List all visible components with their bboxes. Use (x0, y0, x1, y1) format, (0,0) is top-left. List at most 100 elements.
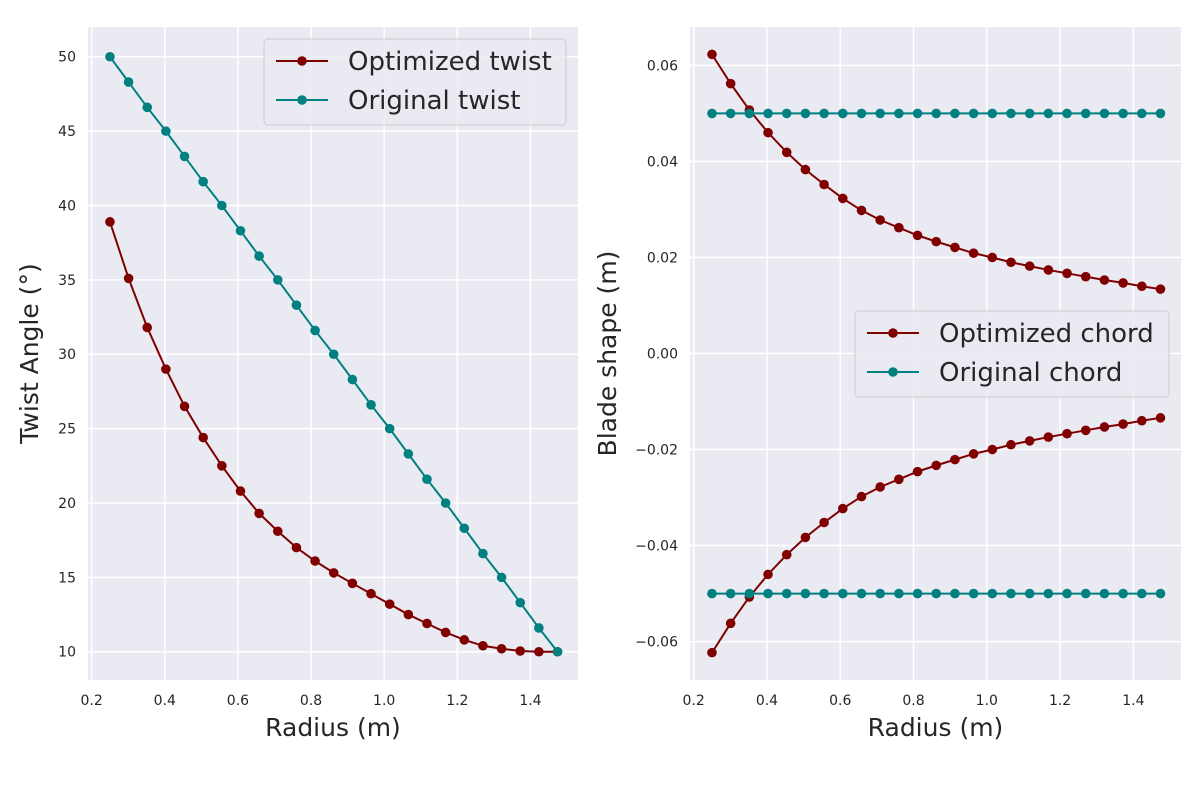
data-point (515, 597, 526, 608)
data-point (534, 623, 544, 633)
data-point (1006, 257, 1016, 268)
data-point (496, 572, 507, 583)
data-point (875, 482, 885, 492)
data-point (179, 151, 190, 162)
data-point (1136, 415, 1147, 426)
data-point (478, 548, 488, 559)
data-point (384, 599, 395, 609)
data-point (1080, 108, 1091, 119)
data-point (1099, 588, 1110, 599)
data-point (123, 273, 134, 284)
data-point (105, 51, 115, 62)
data-point (968, 588, 979, 599)
data-point (161, 126, 171, 136)
data-point (819, 179, 829, 190)
y-tick-label: 20 (58, 496, 76, 512)
legend-swatch-marker (888, 328, 898, 338)
data-point (856, 588, 867, 599)
data-point (1062, 108, 1072, 119)
x-tick-label: 1.2 (1049, 693, 1071, 709)
data-point (142, 322, 153, 333)
data-point (1080, 588, 1091, 599)
data-point (950, 242, 960, 253)
data-point (968, 449, 979, 459)
data-point (1099, 108, 1110, 119)
x-tick-label: 1.0 (373, 693, 395, 709)
legend-swatch-marker (297, 95, 307, 105)
legend-box (854, 310, 1170, 398)
y-tick-label: 50 (58, 50, 76, 66)
legend-swatch-marker (297, 56, 307, 66)
data-point (931, 108, 942, 119)
data-point (894, 222, 904, 233)
y-tick-label: 15 (58, 570, 76, 586)
y-tick-label: −0.02 (635, 443, 678, 459)
data-point (950, 454, 960, 465)
data-point (707, 108, 717, 119)
data-point (1043, 265, 1054, 275)
data-point (198, 432, 208, 443)
data-point (459, 635, 470, 645)
x-tick-label: 0.4 (756, 693, 778, 709)
data-point (819, 588, 829, 599)
data-point (1024, 108, 1035, 119)
legend-swatch-marker (888, 367, 898, 377)
data-point (875, 588, 885, 599)
x-axis-label: Radius (m) (868, 713, 1004, 742)
data-point (123, 77, 134, 87)
data-point (1006, 588, 1016, 599)
data-point (763, 569, 773, 580)
data-point (781, 549, 792, 560)
data-point (384, 423, 395, 434)
data-point (1155, 108, 1166, 119)
data-point (291, 300, 302, 310)
y-tick-label: −0.06 (635, 635, 678, 651)
data-point (1118, 419, 1128, 429)
data-point (837, 588, 848, 599)
data-point (1155, 588, 1166, 599)
y-tick-label: 25 (58, 422, 76, 438)
data-point (328, 568, 339, 578)
x-tick-label: 0.4 (154, 693, 176, 709)
data-point (707, 588, 717, 599)
data-point (217, 200, 227, 211)
data-point (950, 588, 960, 599)
data-point (422, 618, 432, 629)
x-tick-label: 1.0 (976, 693, 998, 709)
data-point (1099, 422, 1110, 432)
data-point (1099, 275, 1110, 285)
data-point (1024, 261, 1035, 271)
data-point (725, 108, 736, 119)
data-point (819, 517, 829, 528)
data-point (968, 248, 979, 258)
data-point (725, 618, 736, 629)
data-point (894, 108, 904, 119)
data-point (217, 461, 227, 471)
data-point (856, 205, 867, 216)
legend-label: Optimized chord (939, 319, 1154, 349)
data-point (366, 588, 376, 599)
data-point (1155, 413, 1166, 423)
y-tick-label: 45 (58, 124, 76, 140)
data-point (856, 491, 867, 502)
data-point (1043, 588, 1054, 599)
data-point (496, 643, 507, 654)
data-point (552, 646, 563, 657)
data-point (931, 588, 942, 599)
x-tick-label: 0.2 (81, 693, 103, 709)
data-point (142, 102, 153, 113)
data-point (781, 588, 792, 599)
data-point (800, 532, 811, 543)
data-point (800, 588, 811, 599)
y-tick-label: 0.04 (647, 154, 678, 170)
series-3 (707, 108, 1166, 119)
chart-panel-2: 0.2 0.4 0.6 0.8 1.0 1.2 1.4 0.06 0.04 0.02 0.00 −0.… (593, 27, 1181, 742)
y-tick-label: 30 (58, 347, 76, 363)
chart-panel-1: 0.2 0.4 0.6 0.8 1.0 1.2 1.4 10 15 20 25 30 35 40 45 50 R… (15, 27, 578, 742)
data-point (987, 252, 998, 263)
data-point (534, 646, 544, 657)
data-point (105, 217, 115, 227)
data-point (1006, 108, 1016, 119)
x-tick-label: 0.6 (227, 693, 249, 709)
